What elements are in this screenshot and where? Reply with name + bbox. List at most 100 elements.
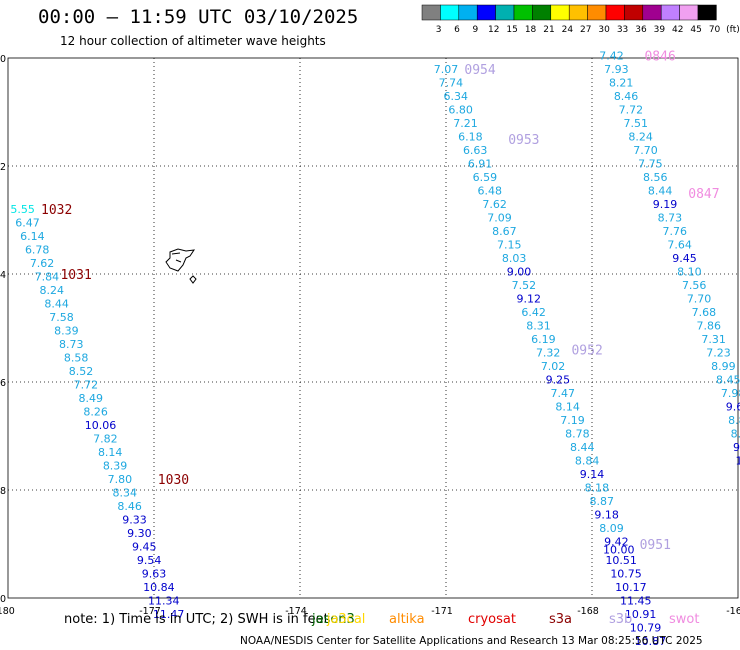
swh-value-label: 11.47: [153, 608, 185, 621]
colorbar-swatch: [550, 4, 570, 21]
legend-jason3-a: jason3: [312, 612, 355, 627]
y-tick-label: -50: [0, 594, 6, 605]
island-shape: [165, 248, 196, 272]
colorbar-tick-label: 18: [525, 25, 537, 35]
swh-value-label: 7.23: [706, 346, 731, 359]
credit-line: NOAA/NESDIS Center for Satellite Applica…: [240, 635, 703, 647]
colorbar-tick-label: 42: [672, 25, 683, 35]
swh-value-label: 7.56: [682, 279, 707, 292]
swh-value-label: 6.47: [15, 217, 40, 230]
swh-value-label: 7.72: [619, 103, 644, 116]
colorbar-swatch: [624, 4, 644, 21]
swh-value-label: 7.64: [667, 238, 692, 251]
colorbar-swatch: [660, 4, 680, 21]
swh-value-label: 10.75: [610, 568, 642, 581]
swh-value-label: 7.47: [551, 387, 576, 400]
swh-value-label: 10.91: [625, 608, 657, 621]
swh-value-label: 8.21: [609, 76, 634, 89]
swh-value-label: 7.74: [439, 76, 464, 89]
swh-value-label: 8.24: [40, 284, 65, 297]
colorbar-tick-label: (ft): [726, 25, 740, 35]
color-scale-bar: 3 6 9 12 15 18 21 24 27 30 33 36 39 42 45 70 (ft): [421, 4, 740, 35]
swh-value-label: 6.19: [531, 333, 556, 346]
swh-value-label: 6.91: [468, 157, 493, 170]
swh-value-label: 6.42: [521, 306, 546, 319]
swh-value-label: 7.72: [74, 379, 99, 392]
swh-value-label: 8.58: [64, 352, 89, 365]
swh-value-label: 9.54: [137, 554, 162, 567]
x-tick-label: -180: [0, 606, 15, 617]
swh-value-label: 8.44: [44, 298, 69, 311]
swh-value-label: 9.12: [733, 441, 740, 454]
swh-value-label: 9.42: [604, 535, 629, 548]
swh-value-label: 10.2: [735, 454, 740, 467]
swh-value-label: 8.67: [492, 225, 517, 238]
colorbar-tick-label: 15: [506, 25, 517, 35]
colorbar-swatch: [513, 4, 533, 21]
island-detail: [171, 252, 197, 284]
swh-value-label: 6.14: [20, 230, 45, 243]
pass-time-label: 0847: [688, 187, 719, 202]
colorbar-tick-label: 12: [488, 25, 499, 35]
colorbar-swatch: [458, 4, 478, 21]
swh-value-label: 8.26: [83, 406, 108, 419]
swh-value-label: 7.32: [536, 346, 561, 359]
map-border: [7, 57, 739, 599]
swh-value-label: 9.63: [142, 568, 167, 581]
legend-jason3: jason3ja3cal: [312, 612, 365, 627]
x-tick-label: -177: [139, 606, 161, 617]
colorbar-tick-label: 21: [543, 25, 554, 35]
swh-value-label: 7.62: [482, 198, 507, 211]
colorbar-swatch: [568, 4, 588, 21]
swh-value-label: 7.86: [697, 319, 722, 332]
swh-value-label: 8.73: [658, 211, 683, 224]
colorbar-tick-label: 33: [617, 25, 628, 35]
swh-value-label: 8.56: [643, 171, 668, 184]
swh-value-label: 7.93: [604, 63, 629, 76]
x-tick-label: -174: [285, 606, 307, 617]
swh-value-label: 7.09: [487, 211, 512, 224]
x-tick-label: -16: [726, 606, 740, 617]
swh-value-label: 8.31: [526, 319, 551, 332]
swh-value-label: 8.87: [589, 495, 614, 508]
swh-value-label: 7.84: [35, 271, 60, 284]
swh-value-label: 9.30: [127, 527, 152, 540]
colorbar-swatch: [642, 4, 662, 21]
swh-value-label: 9.14: [580, 468, 605, 481]
legend-s3a: s3a: [549, 612, 573, 627]
swh-value-label: 6.59: [473, 171, 498, 184]
swh-value-label: 7.68: [692, 306, 717, 319]
colorbar-tick-label: 3: [436, 25, 442, 35]
swh-value-label: 7.70: [687, 292, 712, 305]
x-tick-label: -168: [577, 606, 599, 617]
swh-value-label: 7.98: [721, 387, 740, 400]
swh-value-label: 8.84: [575, 454, 600, 467]
pass-time-label: 1032: [41, 203, 72, 218]
swh-value-label: 8.39: [54, 325, 79, 338]
colorbar-swatch: [421, 4, 441, 21]
swh-value-label: 6.78: [25, 244, 50, 257]
colorbar-swatch: [679, 4, 699, 21]
swh-value-label: 8.03: [502, 252, 527, 265]
swh-value-label: 6.34: [443, 90, 468, 103]
swh-value-label: 9.66: [726, 400, 740, 413]
swh-value-label: 9.33: [122, 514, 147, 527]
swh-value-label: 8.46: [614, 90, 639, 103]
swh-value-label: 8.18: [585, 481, 610, 494]
swh-value-label: 7.42: [599, 49, 624, 62]
colorbar-swatch: [440, 4, 460, 21]
swh-value-label: 7.19: [560, 414, 585, 427]
colorbar-tick-label: 6: [454, 25, 460, 35]
pass-time-label: 1031: [60, 268, 91, 283]
swh-value-label: 9.00: [507, 265, 532, 278]
colorbar-swatch: [587, 4, 607, 21]
swh-value-label: 10.17: [615, 581, 647, 594]
legend-cryosat: cryosat: [468, 612, 516, 627]
colorbar-tick-label: 36: [635, 25, 647, 35]
swh-value-label: 6.80: [448, 103, 473, 116]
colorbar-tick-label: 24: [562, 25, 574, 35]
pass-time-label: 0954: [464, 63, 495, 78]
swh-value-label: 6.48: [478, 184, 503, 197]
swh-value-label: 9.18: [594, 508, 619, 521]
